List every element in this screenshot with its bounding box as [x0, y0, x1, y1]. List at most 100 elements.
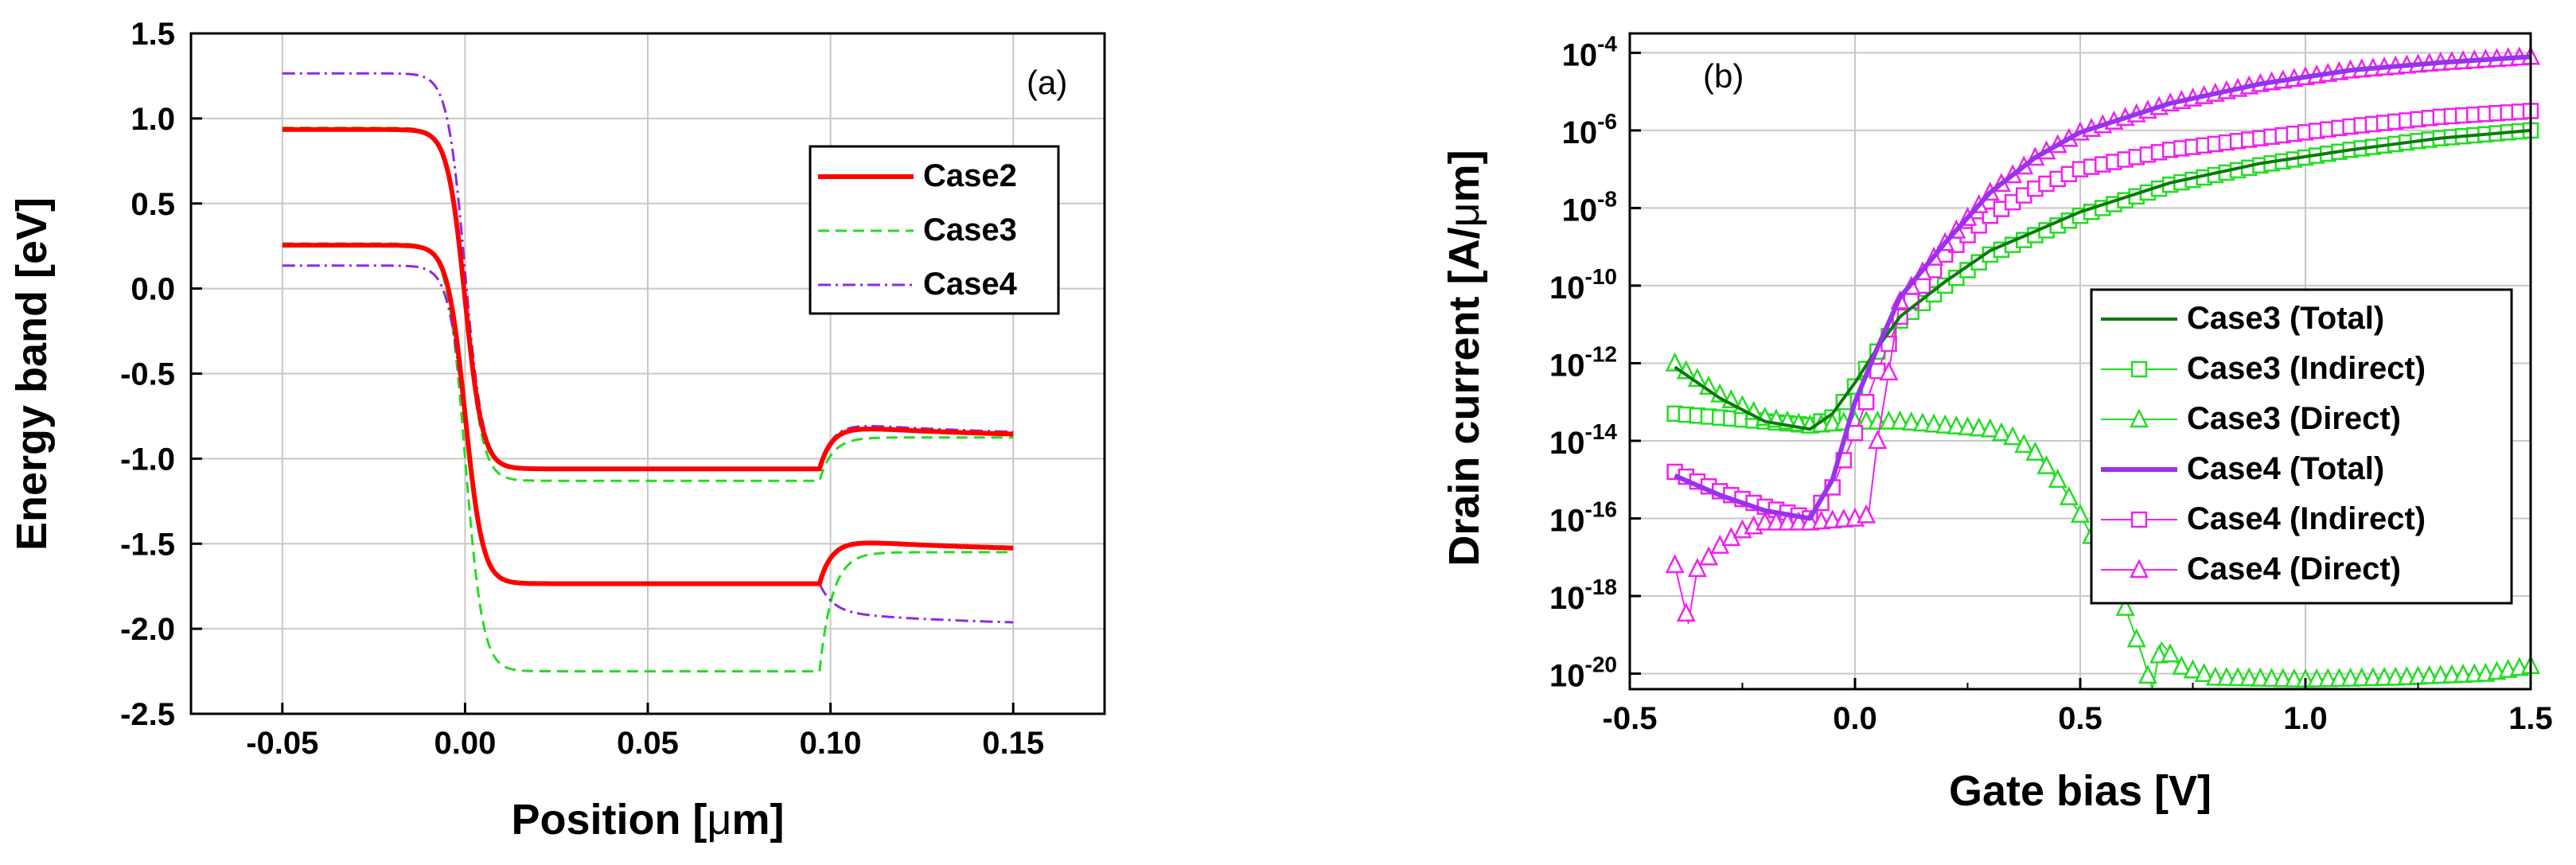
chart-a-y-tick-label: -2.5 [120, 697, 175, 732]
chart-b-point-case4-direct [1789, 511, 1809, 531]
chart-a-x-tick-label: 0.05 [617, 726, 679, 761]
chart-a-series-case2-band-1 [282, 127, 1014, 472]
chart-b-point-case4-direct [1755, 511, 1775, 531]
chart-b-point-case3-direct [2194, 663, 2214, 683]
chart-b-point-case3-direct [2048, 468, 2067, 488]
chart-a-y-tick-label: 1.5 [131, 17, 175, 52]
chart-b-point-case3-direct [1912, 412, 1932, 432]
chart-a-series-case3-band-1 [282, 127, 1014, 482]
chart-b-legend: Case3 (Total) Case3 (Indirect) Case3 (Di… [2090, 288, 2513, 605]
chart-b-point-case3-direct [2228, 667, 2248, 687]
legend-label-case4-indirect: Case4 (Indirect) [2187, 501, 2426, 536]
chart-b-point-case3-direct [1935, 414, 1955, 434]
chart-a-y-tick-label: -2.0 [120, 612, 175, 647]
legend-marker-case4-direct [2129, 559, 2149, 579]
legend-label-case4: Case4 [923, 267, 1018, 302]
chart-b-point-case3-direct [2126, 628, 2146, 648]
chart-b-y-tick-label: 10-4 [1562, 31, 1618, 72]
legend-marker-case3-direct [2129, 408, 2149, 428]
chart-b-point-case3-direct [1879, 410, 1899, 430]
chart-b-x-tick-label: -0.5 [1603, 701, 1658, 736]
chart-b-point-case3-direct [2262, 668, 2282, 688]
chart-a-series-case2-band-2 [282, 243, 1014, 586]
chart-b-point-case3-direct [2138, 664, 2157, 684]
chart-b-series-case3-total [1674, 128, 2531, 431]
chart-b-point-case4-direct [1879, 361, 1899, 381]
chart-b-point-case3-direct [2161, 643, 2180, 663]
legend-label-case4-total: Case4 (Total) [2187, 451, 2384, 486]
chart-a-y-axis-title: Energy band [eV] [8, 197, 56, 551]
chart-b-line-case4-total [1674, 54, 2531, 521]
chart-b-point-case3-direct [2070, 503, 2091, 523]
chart-b-series [1665, 45, 2541, 690]
chart-a-y-tick-label: -1.5 [120, 527, 175, 562]
chart-b-point-case3-direct [2003, 426, 2023, 446]
chart-b-point-case4-indirect [1857, 393, 1875, 411]
chart-b-point-case3-direct [1958, 416, 1978, 436]
chart-b-y-tick-label: 10-8 [1562, 186, 1617, 228]
chart-b-y-axis-title: Drain current [A/μm] [1440, 150, 1488, 566]
chart-b-point-case3-direct [1665, 352, 1685, 372]
chart-b-legend-box [2090, 288, 2513, 605]
chart-b-point-case3-direct [2183, 659, 2203, 679]
chart-b-point-case3-direct [2115, 596, 2135, 616]
chart-b-x-tick-label: 1.5 [2508, 701, 2553, 736]
legend-label-case2: Case2 [923, 158, 1017, 193]
chart-a-x-tick-label: 0.15 [982, 726, 1044, 761]
chart-b-point-case3-direct [2363, 667, 2383, 687]
chart-a-y-tick-label: 1.0 [131, 102, 175, 137]
chart-a-panel-label: (a) [1027, 64, 1067, 101]
chart-a-y-tick-label: -1.0 [120, 442, 175, 477]
chart-b-point-case3-direct [2036, 454, 2056, 474]
chart-b-point-case3-direct [1947, 415, 1966, 434]
legend-label-case3-total: Case3 (Total) [2187, 301, 2384, 336]
chart-b-point-case4-direct [1665, 554, 1685, 574]
chart-b-point-case3-direct [2216, 666, 2236, 686]
chart-b-point-case3-direct [2059, 485, 2079, 505]
chart-b-point-case3-direct [2340, 667, 2360, 687]
chart-a-series-case3-band-2 [282, 242, 1014, 673]
chart-b-point-case3-direct [2025, 441, 2045, 461]
chart-a-y-tick-label: 0.0 [131, 272, 175, 307]
chart-b-point-case3-direct [2329, 668, 2349, 688]
chart-a-series [282, 72, 1014, 673]
chart-a-x-tick-label: -0.05 [246, 726, 318, 761]
legend-label-case3-direct: Case3 (Direct) [2187, 401, 2401, 436]
chart-b-x-tick-label: 1.0 [2283, 701, 2328, 736]
chart-b-x-tick-label: 0.5 [2058, 701, 2102, 736]
chart-b-point-case3-direct [2014, 434, 2034, 454]
legend-label-case3: Case3 [923, 212, 1017, 247]
chart-b-point-case4-direct [1778, 511, 1798, 531]
chart-b-point-case3-direct [1980, 418, 2000, 438]
chart-b-point-case4-direct [1857, 504, 1876, 524]
chart-a-y-tick-label: -0.5 [120, 357, 175, 392]
chart-b-point-case3-direct [1857, 410, 1876, 430]
chart-a-x-tick-label: 0.10 [800, 726, 862, 761]
chart-b-y-tick-label: 10-16 [1549, 497, 1617, 538]
chart-b-point-case4-indirect [1846, 424, 1864, 442]
chart-b-x-tick-label: 0.0 [1833, 701, 1877, 736]
chart-a-grid [191, 33, 1105, 715]
chart-b-point-case3-direct [2205, 666, 2225, 686]
chart-b-point-case3-direct [2239, 667, 2259, 687]
chart-b-point-case3-direct [2251, 667, 2270, 687]
chart-a-y-tick-label: 0.5 [131, 187, 175, 222]
chart-b-point-case3-direct [2172, 655, 2192, 675]
chart-b-point-case4-direct [1687, 558, 1707, 578]
chart-b-panel-label: (b) [1703, 57, 1744, 95]
chart-b-point-case4-direct [1699, 546, 1719, 566]
chart-b-line-case3-total [1674, 128, 2531, 431]
chart-b-point-case4-direct [1868, 430, 1888, 450]
chart-b-point-case3-direct [1924, 413, 1944, 433]
chart-b-point-case4-direct [1676, 602, 1696, 622]
legend-label-case3-indirect: Case3 (Indirect) [2187, 351, 2426, 386]
chart-b-point-case3-direct [2318, 668, 2338, 688]
chart-b-point-case3-direct [2352, 667, 2371, 687]
chart-b: -0.5 0.0 0.5 1.0 1.5 10-4 10-6 10-8 10-10 10-12 10… [1440, 31, 2553, 815]
chart-b-y-tick-label: 10-12 [1549, 341, 1617, 383]
chart-b-point-case3-direct [1991, 422, 2011, 442]
chart-b-point-case3-direct [2375, 666, 2395, 686]
legend-marker-case4-indirect [2130, 511, 2148, 528]
chart-b-point-case3-direct [2307, 668, 2327, 688]
